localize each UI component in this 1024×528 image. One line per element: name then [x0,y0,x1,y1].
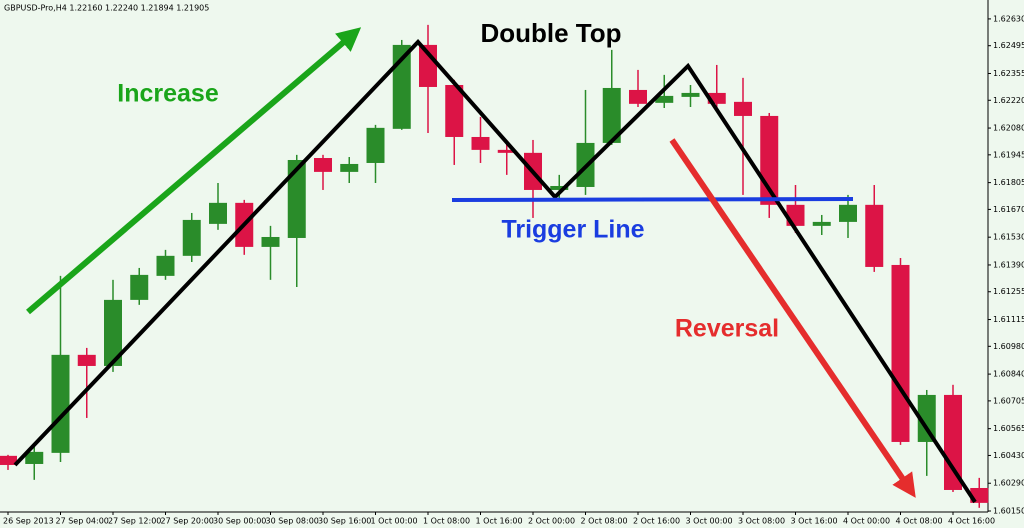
candle-body [51,354,70,453]
candle-body [104,299,122,366]
y-tick-label: 1.61255 [993,287,1024,296]
x-tick-label: 4 Oct 00:00 [843,517,890,526]
annotation: Increase [117,80,219,108]
x-tick-label: 1 Oct 08:00 [423,517,470,526]
candle-body [287,159,306,238]
y-tick-label: 1.60705 [993,396,1024,405]
x-tick-label: 30 Sep 08:00 [266,517,319,526]
annotation: Trigger Line [501,216,644,244]
candle-body [77,354,96,366]
x-tick-label: 3 Oct 16:00 [791,517,838,526]
candle-body [182,219,201,256]
x-tick-label: 30 Sep 00:00 [213,517,266,526]
y-tick-label: 1.60150 [993,507,1024,516]
candle-body [707,92,726,104]
candle-body [917,394,936,442]
x-tick-label: 1 Oct 00:00 [371,517,418,526]
y-tick-label: 1.61805 [993,178,1024,187]
annotation: Double Top [480,18,621,48]
x-tick-label: 2 Oct 16:00 [633,517,680,526]
candle-body [445,84,464,137]
candle-body [865,204,884,267]
y-tick-label: 1.61530 [993,233,1024,242]
candle-body [550,185,569,190]
annotation: Reversal [675,315,779,343]
y-tick-label: 1.60430 [993,451,1024,460]
increase-arrow [26,27,362,315]
candle-body [25,451,44,464]
candle-body [261,236,280,247]
x-tick-label: 27 Sep 12:00 [108,517,161,526]
annotation-lines [13,27,977,504]
candle-body [602,87,621,143]
candle-body [891,264,910,442]
candle-body [655,95,674,103]
candle-body [130,274,149,300]
candle-body [734,101,752,116]
y-tick-label: 1.60565 [993,424,1024,433]
reversal-arrow [669,138,916,498]
y-tick-label: 1.62630 [993,14,1024,23]
x-tick-label: 27 Sep 04:00 [56,517,109,526]
y-tick-label: 1.60840 [993,370,1024,379]
x-tick-label: 3 Oct 08:00 [738,517,785,526]
y-tick-label: 1.60290 [993,479,1024,488]
x-tick-label: 3 Oct 00:00 [686,517,733,526]
candle-body [209,202,227,224]
x-tick-label: 1 Oct 16:00 [476,517,523,526]
x-tick-label: 2 Oct 08:00 [581,517,628,526]
y-tick-label: 1.62355 [993,69,1024,78]
y-tick-label: 1.62220 [993,96,1024,105]
x-tick-label: 2 Oct 00:00 [528,517,575,526]
y-tick-label: 1.61115 [993,315,1024,324]
candle-body [0,455,17,465]
candle-body [314,158,332,172]
y-tick-label: 1.60980 [993,342,1024,351]
x-tick-label: 30 Sep 16:00 [318,517,371,526]
candles [0,24,989,508]
y-tick-label: 1.62495 [993,41,1024,50]
chart-title: GBPUSD-Pro,H4 1.22160 1.22240 1.21894 1.… [4,4,209,13]
candle-body [497,149,516,153]
x-tick-label: 4 Oct 08:00 [896,517,943,526]
candle-body [366,127,385,163]
x-tick-label: 26 Sep 2013 [3,517,54,526]
double-top-line [13,39,977,504]
x-tick-label: 4 Oct 16:00 [948,517,995,526]
candle-body [471,136,490,150]
candle-body [340,163,359,172]
candle-body [156,255,175,276]
candle-body [681,92,700,97]
candle-body [839,204,857,222]
candle-body [944,394,962,490]
y-tick-label: 1.61670 [993,205,1024,214]
candle-body [812,221,831,226]
y-tick-label: 1.61390 [993,260,1024,269]
y-tick-label: 1.61945 [993,150,1024,159]
trigger-line [451,197,854,202]
candle-body [629,89,647,104]
y-tick-label: 1.62080 [993,124,1024,133]
x-tick-label: 27 Sep 20:00 [161,517,214,526]
